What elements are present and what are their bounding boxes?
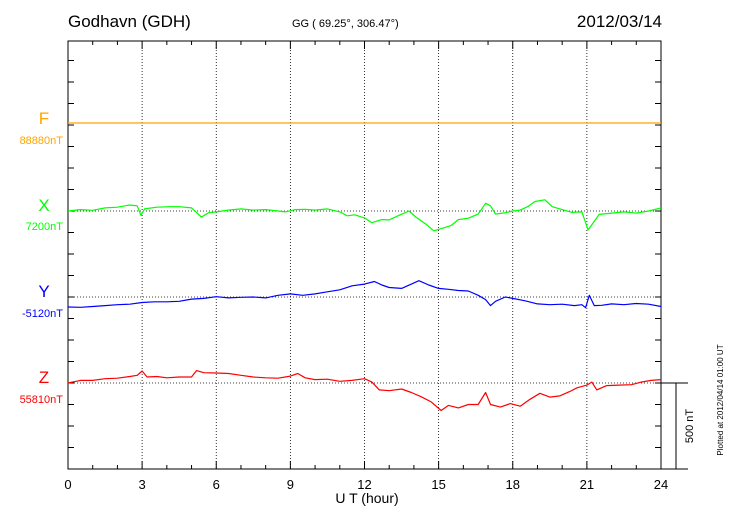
x-tick-label: 6 — [213, 477, 220, 492]
x-tick-label: 12 — [357, 477, 371, 492]
x-tick-label: 3 — [139, 477, 146, 492]
x-tick-label: 21 — [580, 477, 594, 492]
series-baseline-F: 88880nT — [20, 135, 64, 147]
x-tick-label: 0 — [64, 477, 71, 492]
series-name-Y: Y — [38, 282, 49, 301]
grid-lines — [68, 41, 661, 469]
series-name-Z: Z — [39, 368, 49, 387]
series-line-X — [67, 199, 662, 232]
series-name-X: X — [38, 196, 49, 215]
scale-bar-label: 500 nT — [684, 409, 696, 444]
series-name-F: F — [39, 109, 49, 128]
series-baseline-Z: 55810nT — [20, 394, 64, 406]
station-title: Godhavn (GDH) — [68, 12, 191, 31]
series-layer — [67, 122, 662, 412]
series-baseline-X: 7200nT — [26, 221, 64, 233]
series-line-Y — [67, 280, 662, 309]
scale-bar: 500 nT — [661, 382, 696, 470]
x-tick-label: 18 — [506, 477, 520, 492]
series-baseline-Y: -5120nT — [22, 308, 63, 320]
x-axis-label: U T (hour) — [335, 490, 398, 506]
x-tick-label: 24 — [654, 477, 668, 492]
station-coordinates: GG ( 69.25°, 306.47°) — [292, 18, 399, 30]
x-tick-labels: 0 3 6 9 12 15 18 21 24 — [64, 477, 668, 492]
series-labels: F 88880nT X 7200nT Y -5120nT Z 55810nT — [20, 109, 64, 406]
plot-date: 2012/03/14 — [577, 12, 662, 31]
plotted-at-note: Plotted at 2012/04/14 01:00 UT — [716, 344, 725, 455]
series-line-Z — [67, 370, 662, 412]
x-tick-label: 15 — [431, 477, 445, 492]
x-tick-label: 9 — [287, 477, 294, 492]
axis-ticks — [67, 41, 662, 470]
